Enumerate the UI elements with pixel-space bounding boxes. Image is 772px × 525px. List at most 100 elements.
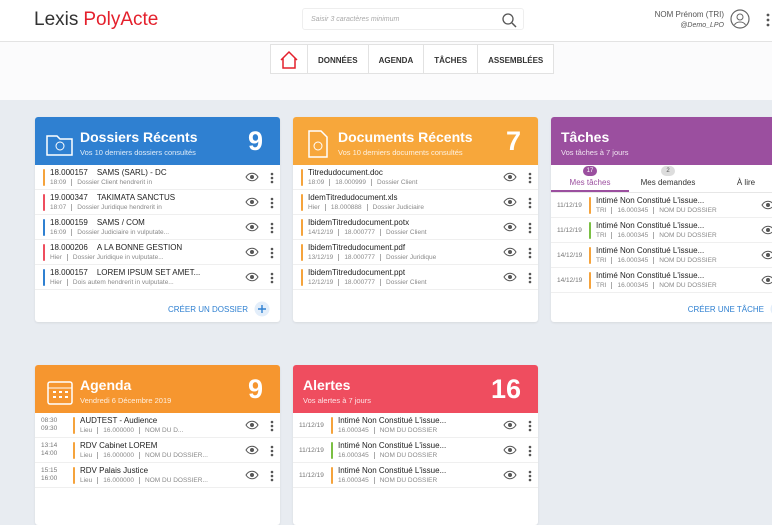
more-icon[interactable]	[270, 172, 274, 184]
avatar[interactable]	[730, 9, 750, 29]
more-icon[interactable]	[528, 197, 532, 209]
row-actions	[503, 272, 532, 284]
more-icon[interactable]	[270, 420, 274, 432]
search-box[interactable]: Saisir 3 caractères minimum	[302, 8, 524, 30]
view-icon[interactable]	[245, 222, 259, 232]
meta-part: Lieu	[80, 427, 97, 434]
menu[interactable]	[764, 12, 772, 28]
title-part: 18.000206	[50, 243, 88, 252]
nav-tab[interactable]: TÂCHES	[423, 44, 478, 74]
more-icon[interactable]	[270, 197, 274, 209]
view-icon[interactable]	[245, 272, 259, 282]
view-icon[interactable]	[503, 172, 517, 182]
card-icon[interactable]	[302, 128, 334, 160]
view-icon[interactable]	[503, 222, 517, 232]
row-title: RDV Cabinet LOREM	[80, 441, 213, 450]
footer-action[interactable]: CRÉER UNE TÂCHE	[688, 301, 772, 317]
title-part: LOREM IPSUM SET AMET...	[97, 268, 200, 277]
more-icon[interactable]	[528, 222, 532, 234]
view-icon[interactable]	[761, 200, 772, 210]
search-icon[interactable]	[501, 12, 517, 28]
nav-tab[interactable]: DONNÉES	[307, 44, 369, 74]
more-icon[interactable]	[270, 247, 274, 259]
more-icon[interactable]	[270, 222, 274, 234]
more-icon[interactable]	[528, 247, 532, 259]
meta-part: Dossier Judiciaire	[367, 204, 429, 211]
view-icon[interactable]	[245, 420, 259, 430]
more-icon[interactable]	[528, 272, 532, 284]
row-actions	[503, 470, 532, 482]
time: 14/12/19	[557, 252, 582, 260]
view-icon[interactable]	[503, 272, 517, 282]
card-icon[interactable]	[44, 128, 76, 160]
title-part: IbidemTitredudocument.pdf	[308, 243, 405, 252]
view-icon[interactable]	[503, 470, 517, 480]
view-icon[interactable]	[503, 445, 517, 455]
card-count: 9	[248, 126, 263, 157]
view-icon[interactable]	[245, 197, 259, 207]
more-icon[interactable]	[270, 272, 274, 284]
card-icon[interactable]	[44, 376, 76, 408]
more-icon[interactable]	[528, 172, 532, 184]
nav-tab[interactable]: ASSEMBLÉES	[477, 44, 554, 74]
view-icon[interactable]	[245, 470, 259, 480]
nav-tab[interactable]: AGENDA	[368, 44, 425, 74]
view-icon[interactable]	[245, 445, 259, 455]
view-icon[interactable]	[503, 197, 517, 207]
meta-part: 16.000345	[611, 282, 653, 289]
view-icon[interactable]	[503, 420, 517, 430]
add-icon[interactable]	[254, 301, 270, 317]
view-icon[interactable]	[245, 247, 259, 257]
view-icon[interactable]	[503, 247, 517, 257]
tab[interactable]: À lire	[707, 165, 772, 192]
more-icon[interactable]	[528, 470, 532, 482]
title-part: IdemTitredudocument.xls	[308, 193, 398, 202]
row-text: Intimé Non Constitué L'issue...16.000345…	[338, 416, 455, 434]
footer-action[interactable]: CRÉER UN DOSSIER	[168, 301, 270, 317]
more-icon[interactable]	[528, 445, 532, 457]
meta-part: TRI	[596, 257, 611, 264]
view-icon[interactable]	[761, 275, 772, 285]
view-icon[interactable]	[245, 172, 259, 182]
view-icon[interactable]	[761, 225, 772, 235]
home-tab[interactable]	[270, 44, 308, 74]
more-icon[interactable]	[270, 470, 274, 482]
product: PolyActe	[83, 9, 158, 30]
more-icon[interactable]	[528, 420, 532, 432]
view-icon[interactable]	[761, 250, 772, 260]
accent-bar	[301, 219, 303, 236]
more-icon[interactable]	[270, 445, 274, 457]
